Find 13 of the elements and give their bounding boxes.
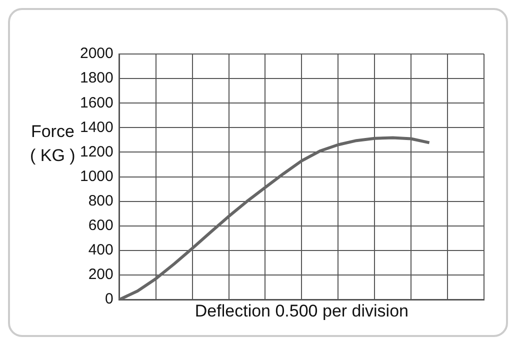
- y-tick-label: 1200: [80, 143, 114, 160]
- y-tick-label: 2000: [80, 45, 114, 62]
- y-tick-label: 1000: [80, 168, 114, 185]
- y-tick-label: 600: [88, 217, 114, 234]
- y-tick-label: 1600: [80, 94, 114, 112]
- y-tick-label: 1400: [80, 118, 114, 136]
- y-tick-label: 200: [88, 266, 114, 284]
- y-tick-label: 800: [88, 192, 114, 210]
- y-tick-label: 0: [105, 290, 114, 308]
- x-axis-title: Deflection 0.500 per division: [194, 301, 408, 320]
- y-axis-title: Force ( KG ): [30, 121, 76, 167]
- y-tick-label: 1800: [80, 70, 114, 87]
- y-tick-label: 400: [88, 242, 114, 259]
